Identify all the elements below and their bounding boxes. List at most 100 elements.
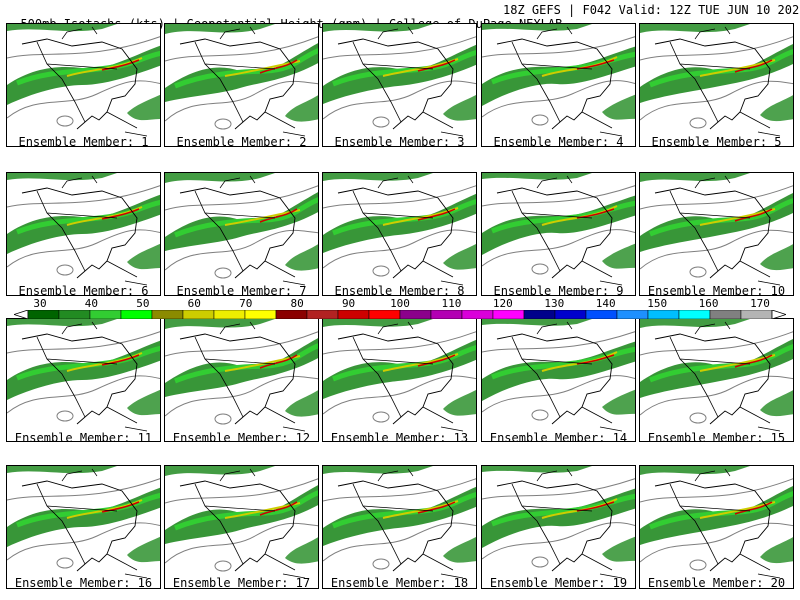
ensemble-map-panel	[639, 23, 794, 147]
map-graphic	[165, 466, 318, 579]
scale-tick-label: 130	[544, 297, 565, 310]
scale-swatch	[368, 310, 401, 319]
scale-tick-label: 140	[595, 297, 616, 310]
map-graphic	[165, 319, 318, 432]
member-caption: Ensemble Member: 9	[493, 284, 624, 298]
ensemble-map-panel	[6, 465, 161, 589]
scale-tick-label: 170	[750, 297, 770, 310]
scale-swatch	[213, 310, 246, 319]
ensemble-map-panel	[481, 23, 636, 147]
ensemble-map-panel	[6, 318, 161, 442]
map-graphic	[640, 173, 793, 286]
ensemble-map-panel	[481, 318, 636, 442]
ensemble-map-panel	[6, 23, 161, 147]
scale-swatch	[337, 310, 370, 319]
scale-swatch	[430, 310, 463, 319]
ensemble-map-panel	[322, 318, 477, 442]
scale-swatch	[182, 310, 215, 319]
scale-tick-label: 100	[390, 297, 410, 310]
ensemble-map-panel	[164, 318, 319, 442]
map-graphic	[7, 173, 160, 286]
member-caption: Ensemble Member: 5	[651, 135, 782, 149]
member-caption: Ensemble Member: 7	[176, 284, 307, 298]
scale-swatch	[523, 310, 556, 319]
map-graphic	[323, 173, 476, 286]
scale-tick-label: 60	[187, 297, 201, 310]
scale-swatch	[58, 310, 91, 319]
ensemble-map-panel	[322, 465, 477, 589]
map-graphic	[482, 24, 635, 137]
member-caption: Ensemble Member: 14	[489, 431, 628, 445]
scale-swatch	[678, 310, 711, 319]
scale-swatch	[461, 310, 494, 319]
scale-swatch	[399, 310, 432, 319]
scale-left-arrow	[14, 310, 29, 319]
member-caption: Ensemble Member: 15	[647, 431, 786, 445]
scale-swatch	[89, 310, 122, 319]
member-caption: Ensemble Member: 6	[18, 284, 149, 298]
map-graphic	[640, 466, 793, 579]
scale-tick-label: 80	[290, 297, 304, 310]
scale-tick-label: 70	[239, 297, 253, 310]
member-caption: Ensemble Member: 1	[18, 135, 149, 149]
map-graphic	[323, 319, 476, 432]
member-caption: Ensemble Member: 3	[334, 135, 465, 149]
scale-swatch	[554, 310, 587, 319]
scale-swatch	[492, 310, 525, 319]
scale-swatch	[709, 310, 742, 319]
member-caption: Ensemble Member: 20	[647, 576, 786, 590]
scale-tick-label: 90	[341, 297, 356, 310]
scale-swatch	[275, 310, 308, 319]
scale-swatch	[306, 310, 339, 319]
map-graphic	[7, 319, 160, 432]
map-graphic	[7, 466, 160, 579]
member-caption: Ensemble Member: 13	[330, 431, 469, 445]
ensemble-map-panel	[322, 23, 477, 147]
scale-swatch	[616, 310, 649, 319]
map-graphic	[323, 24, 476, 137]
scale-swatch	[27, 310, 60, 319]
map-graphic	[640, 319, 793, 432]
member-caption: Ensemble Member: 11	[14, 431, 153, 445]
scale-swatch	[244, 310, 277, 319]
ensemble-map-panel	[639, 465, 794, 589]
ensemble-map-panel	[164, 172, 319, 296]
member-caption: Ensemble Member: 17	[172, 576, 311, 590]
scale-swatch	[585, 310, 618, 319]
scale-tick-label: 160	[698, 297, 719, 310]
color-scale-bar	[14, 310, 786, 319]
scale-swatch	[740, 310, 773, 319]
scale-tick-label: 150	[647, 297, 668, 310]
ensemble-map-panel	[322, 172, 477, 296]
ensemble-map-panel	[639, 172, 794, 296]
map-graphic	[7, 24, 160, 137]
scale-swatch	[151, 310, 184, 319]
map-graphic	[482, 466, 635, 579]
member-caption: Ensemble Member: 2	[176, 135, 307, 149]
map-graphic	[482, 319, 635, 432]
map-graphic	[165, 24, 318, 137]
ensemble-map-panel	[164, 23, 319, 147]
member-caption: Ensemble Member: 12	[172, 431, 311, 445]
map-graphic	[482, 173, 635, 286]
member-caption: Ensemble Member: 4	[493, 135, 624, 149]
scale-tick-label: 30	[33, 297, 47, 310]
map-graphic	[323, 466, 476, 579]
ensemble-map-panel	[6, 172, 161, 296]
scale-tick-label: 120	[492, 297, 513, 310]
ensemble-map-panel	[481, 465, 636, 589]
scale-swatch	[120, 310, 153, 319]
member-caption: Ensemble Member: 16	[14, 576, 153, 590]
member-caption: Ensemble Member: 10	[647, 284, 786, 298]
ensemble-map-panel	[639, 318, 794, 442]
title-right: 18Z GEFS | F042 Valid: 12Z TUE JUN 10 20…	[503, 3, 800, 17]
scale-tick-label: 40	[84, 297, 99, 310]
map-graphic	[165, 173, 318, 286]
member-caption: Ensemble Member: 19	[489, 576, 628, 590]
member-caption: Ensemble Member: 8	[334, 284, 465, 298]
scale-tick-label: 110	[441, 297, 462, 310]
scale-swatch	[647, 310, 680, 319]
member-caption: Ensemble Member: 18	[330, 576, 469, 590]
scale-right-arrow	[771, 310, 786, 319]
ensemble-map-panel	[481, 172, 636, 296]
